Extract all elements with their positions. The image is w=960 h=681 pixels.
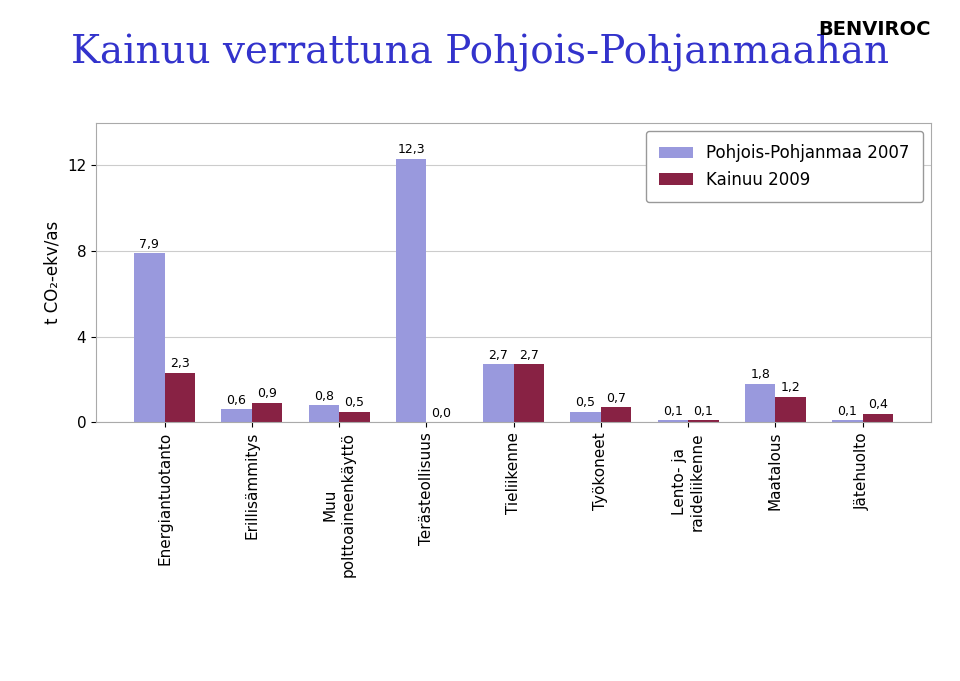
Bar <box>658 420 688 422</box>
Y-axis label: t CO₂-ekv/as: t CO₂-ekv/as <box>43 221 61 324</box>
Text: 0,8: 0,8 <box>314 390 334 402</box>
Text: 0,4: 0,4 <box>868 398 888 411</box>
Text: 0,5: 0,5 <box>576 396 595 409</box>
Text: 0,6: 0,6 <box>227 394 247 407</box>
Text: 0,1: 0,1 <box>837 405 857 417</box>
Bar <box>832 420 863 422</box>
Text: 12,3: 12,3 <box>397 144 425 157</box>
Bar <box>483 364 514 422</box>
Text: 1,2: 1,2 <box>780 381 801 394</box>
Bar <box>745 383 776 422</box>
Bar <box>601 407 632 422</box>
Bar <box>308 405 339 422</box>
Text: 2,7: 2,7 <box>489 349 508 362</box>
Bar <box>164 373 195 422</box>
Text: 0,7: 0,7 <box>606 392 626 405</box>
Bar <box>396 159 426 422</box>
Bar <box>688 420 719 422</box>
Bar <box>134 253 164 422</box>
Bar <box>339 411 370 422</box>
Text: Kainuu verrattuna Pohjois-Pohjanmaahan: Kainuu verrattuna Pohjois-Pohjanmaahan <box>71 34 889 72</box>
Text: 0,1: 0,1 <box>663 405 683 417</box>
Bar <box>252 403 282 422</box>
Text: 0,0: 0,0 <box>432 407 451 419</box>
Legend: Pohjois-Pohjanmaa 2007, Kainuu 2009: Pohjois-Pohjanmaa 2007, Kainuu 2009 <box>646 131 923 202</box>
Text: 2,3: 2,3 <box>170 358 190 370</box>
Bar <box>221 409 252 422</box>
Text: 0,5: 0,5 <box>345 396 365 409</box>
Text: 0,1: 0,1 <box>693 405 713 417</box>
Text: 2,7: 2,7 <box>519 349 539 362</box>
Text: 7,9: 7,9 <box>139 238 159 251</box>
Text: 0,9: 0,9 <box>257 387 277 400</box>
Bar <box>514 364 544 422</box>
Bar <box>863 413 893 422</box>
Bar <box>776 396 806 422</box>
Text: 1,8: 1,8 <box>750 368 770 381</box>
Text: BENVIROC: BENVIROC <box>819 20 931 39</box>
Bar <box>570 411 601 422</box>
